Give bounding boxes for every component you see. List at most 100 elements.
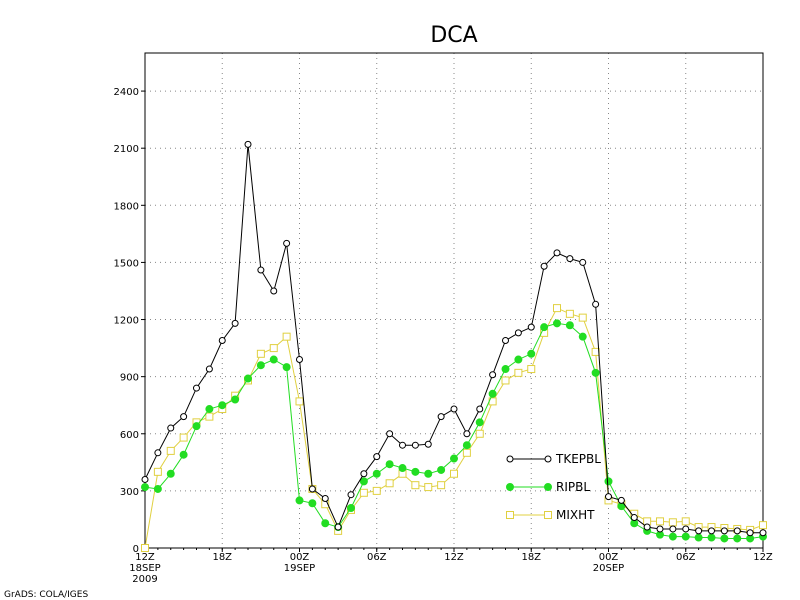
data-point-tkepbl [270, 287, 278, 295]
grid-lines [145, 53, 763, 548]
data-point-mixht [205, 412, 214, 421]
data-point-tkepbl [334, 523, 342, 531]
data-point-tkepbl [682, 525, 690, 533]
data-point-mixht [681, 517, 690, 526]
data-point-ripbl [720, 534, 729, 543]
data-point-tkepbl [566, 255, 574, 263]
data-point-mixht [553, 304, 561, 313]
x-tick-date: 20SEP [593, 563, 624, 574]
data-point-ripbl [591, 368, 600, 377]
data-point-tkepbl [527, 323, 535, 331]
data-point-tkepbl [218, 336, 226, 344]
data-point-ripbl [681, 532, 690, 541]
data-point-mixht [411, 481, 420, 490]
series-line-ripbl [144, 322, 764, 539]
series-tkepbl [141, 140, 767, 537]
data-point-ripbl [205, 405, 214, 414]
data-point-ripbl [347, 504, 355, 513]
x-tick-label: 18Z [212, 552, 232, 563]
y-tick-label: 0 [133, 544, 139, 555]
data-point-tkepbl [553, 249, 561, 257]
data-point-ripbl [192, 422, 201, 431]
y-tick-label: 600 [120, 430, 139, 441]
data-point-ripbl [385, 460, 394, 469]
data-point-ripbl [488, 389, 497, 398]
data-point-ripbl [527, 349, 536, 358]
data-point-ripbl [514, 355, 523, 364]
data-point-mixht [475, 429, 484, 438]
legend-item-ripbl: RIPBL [506, 480, 590, 494]
data-point-mixht [166, 446, 175, 455]
data-point-tkepbl [746, 529, 754, 537]
x-tick-label: 18Z [521, 552, 541, 563]
data-point-ripbl [321, 519, 330, 528]
data-point-mixht [424, 483, 433, 492]
y-tick-label: 1200 [114, 316, 139, 327]
data-point-tkepbl [733, 527, 741, 535]
legend-label-tkepbl: TKEPBL [555, 452, 601, 466]
legend: TKEPBL RIPBL MIXHT [506, 452, 601, 522]
x-tick-label: 00Z [290, 552, 310, 563]
x-tick-date: 19SEP [284, 563, 315, 574]
data-point-mixht [668, 518, 677, 527]
data-point-ripbl [359, 477, 368, 486]
data-point-tkepbl [643, 523, 651, 531]
data-point-mixht [527, 365, 536, 374]
data-point-mixht [385, 479, 394, 488]
data-point-ripbl [475, 418, 484, 427]
data-point-tkepbl [695, 527, 703, 535]
y-axis-ticks: 0 300 600 900 1200 1500 1800 2100 2400 [114, 87, 145, 555]
data-point-tkepbl [321, 495, 329, 502]
data-point-ripbl [604, 477, 613, 486]
data-point-tkepbl [579, 258, 587, 266]
data-point-mixht [591, 347, 600, 356]
series-ripbl [141, 319, 767, 543]
data-point-tkepbl [450, 405, 458, 413]
data-point-tkepbl [244, 140, 252, 148]
data-point-mixht [372, 486, 381, 495]
data-point-tkepbl [386, 430, 394, 438]
data-point-tkepbl [437, 413, 445, 421]
x-tick-label: 12Z [444, 552, 464, 563]
y-tick-label: 1500 [114, 258, 139, 269]
data-point-mixht [282, 332, 291, 341]
data-point-ripbl [437, 465, 446, 474]
data-point-tkepbl [205, 365, 213, 373]
x-tick-label: 12Z [135, 552, 155, 563]
data-point-ripbl [450, 454, 458, 463]
data-point-tkepbl [296, 356, 303, 364]
data-point-mixht [359, 488, 368, 497]
footer-credit: GrADS: COLA/IGES [4, 590, 88, 600]
data-point-ripbl [282, 363, 291, 372]
data-point-ripbl [553, 319, 561, 328]
data-point-tkepbl [411, 441, 419, 449]
data-point-tkepbl [360, 470, 368, 478]
x-tick-date: 18SEP [129, 563, 160, 574]
data-point-ripbl [269, 355, 278, 364]
data-point-tkepbl [489, 371, 497, 379]
data-point-ripbl [540, 323, 549, 332]
data-point-tkepbl [502, 336, 509, 344]
data-point-tkepbl [180, 413, 188, 421]
data-point-ripbl [707, 533, 716, 542]
data-point-ripbl [668, 532, 677, 541]
data-point-tkepbl [617, 496, 625, 504]
data-point-tkepbl [193, 384, 200, 392]
legend-marker-tkepbl [506, 455, 514, 463]
data-point-ripbl [411, 467, 420, 476]
legend-marker-mixht [506, 511, 514, 519]
y-tick-label: 2100 [114, 144, 139, 155]
data-point-mixht [450, 469, 458, 478]
data-point-tkepbl [708, 527, 715, 535]
data-point-ripbl [256, 361, 265, 370]
data-point-tkepbl [231, 319, 239, 327]
legend-label-ripbl: RIPBL [556, 480, 590, 494]
data-point-mixht [153, 467, 162, 476]
data-point-mixht [501, 376, 510, 385]
x-tick-label: 06Z [676, 552, 696, 563]
data-point-ripbl [398, 464, 407, 473]
data-point-ripbl [694, 533, 703, 542]
chart-title: DCA [430, 23, 477, 48]
data-point-ripbl [244, 374, 252, 383]
x-tick-year: 2009 [132, 574, 157, 585]
